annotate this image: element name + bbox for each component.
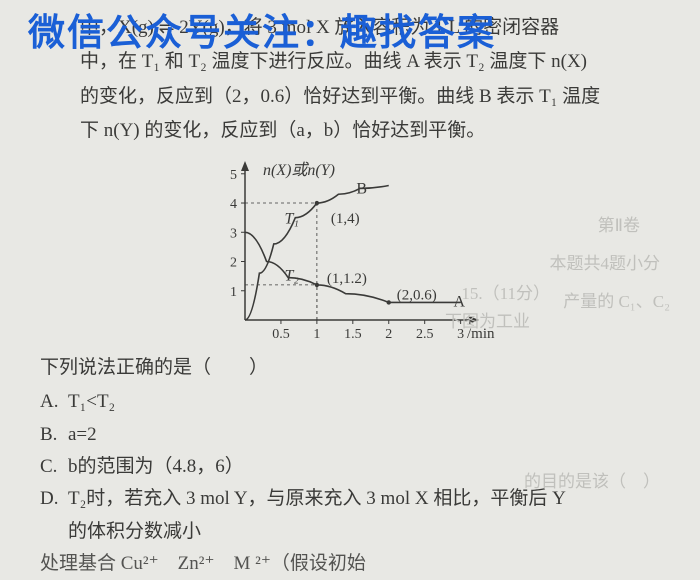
faint-3: 15.（11分） bbox=[461, 280, 550, 309]
problem-line-4: 下 n(Y) 的变化，反应到（a，b）恰好达到平衡。 bbox=[18, 115, 682, 147]
option-a: A.T₁<T₂ bbox=[18, 386, 682, 418]
option-d-line1: T₂时，若充入 3 mol Y，与原来充入 3 mol X 相比，平衡后 Y bbox=[68, 488, 566, 509]
option-b: B.a=2 bbox=[18, 419, 682, 451]
wechat-overlay: 微信公众号关注：趣找答案 bbox=[28, 2, 496, 65]
faint-1: 第Ⅱ卷 bbox=[598, 212, 640, 241]
svg-text:5: 5 bbox=[230, 168, 237, 183]
svg-text:1.5: 1.5 bbox=[344, 327, 362, 342]
svg-text:(2,0.6): (2,0.6) bbox=[397, 288, 437, 304]
option-a-text: T₁<T₂ bbox=[68, 391, 115, 412]
svg-text:3: 3 bbox=[230, 226, 237, 241]
svg-text:2: 2 bbox=[230, 256, 237, 271]
tail-text: 处理基合 Cu²⁺ Zn²⁺ M ²⁺（假设初始 bbox=[18, 548, 682, 580]
svg-text:1: 1 bbox=[313, 327, 320, 342]
problem-line-3: 的变化，反应到（2，0.6）恰好达到平衡。曲线 B 表示 T₁ 温度 bbox=[18, 81, 682, 113]
svg-text:T₁: T₁ bbox=[285, 211, 299, 228]
option-b-text: a=2 bbox=[68, 424, 97, 445]
svg-text:(1,4): (1,4) bbox=[331, 211, 360, 227]
option-c-text: b的范围为（4.8，6） bbox=[68, 456, 244, 477]
svg-text:n(X)或n(Y): n(X)或n(Y) bbox=[263, 161, 335, 179]
svg-text:B: B bbox=[356, 181, 367, 198]
svg-text:0.5: 0.5 bbox=[272, 327, 290, 342]
faint-6: 的目的是该（ ） bbox=[524, 468, 660, 497]
question-stem: 下列说法正确的是（ ） bbox=[18, 352, 682, 384]
svg-text:2: 2 bbox=[385, 327, 392, 342]
faint-5: 产量的 C₁、C₂ bbox=[563, 288, 670, 317]
svg-text:T₂: T₂ bbox=[285, 268, 300, 285]
svg-text:1: 1 bbox=[230, 285, 237, 300]
svg-text:4: 4 bbox=[230, 197, 237, 212]
faint-2: 本题共4题小分 bbox=[550, 250, 661, 279]
option-d-line2: 的体积分数减小 bbox=[18, 516, 682, 548]
faint-4: 下图为工业 bbox=[445, 308, 530, 337]
svg-text:(1,1.2): (1,1.2) bbox=[327, 271, 367, 287]
svg-text:2.5: 2.5 bbox=[416, 327, 434, 342]
